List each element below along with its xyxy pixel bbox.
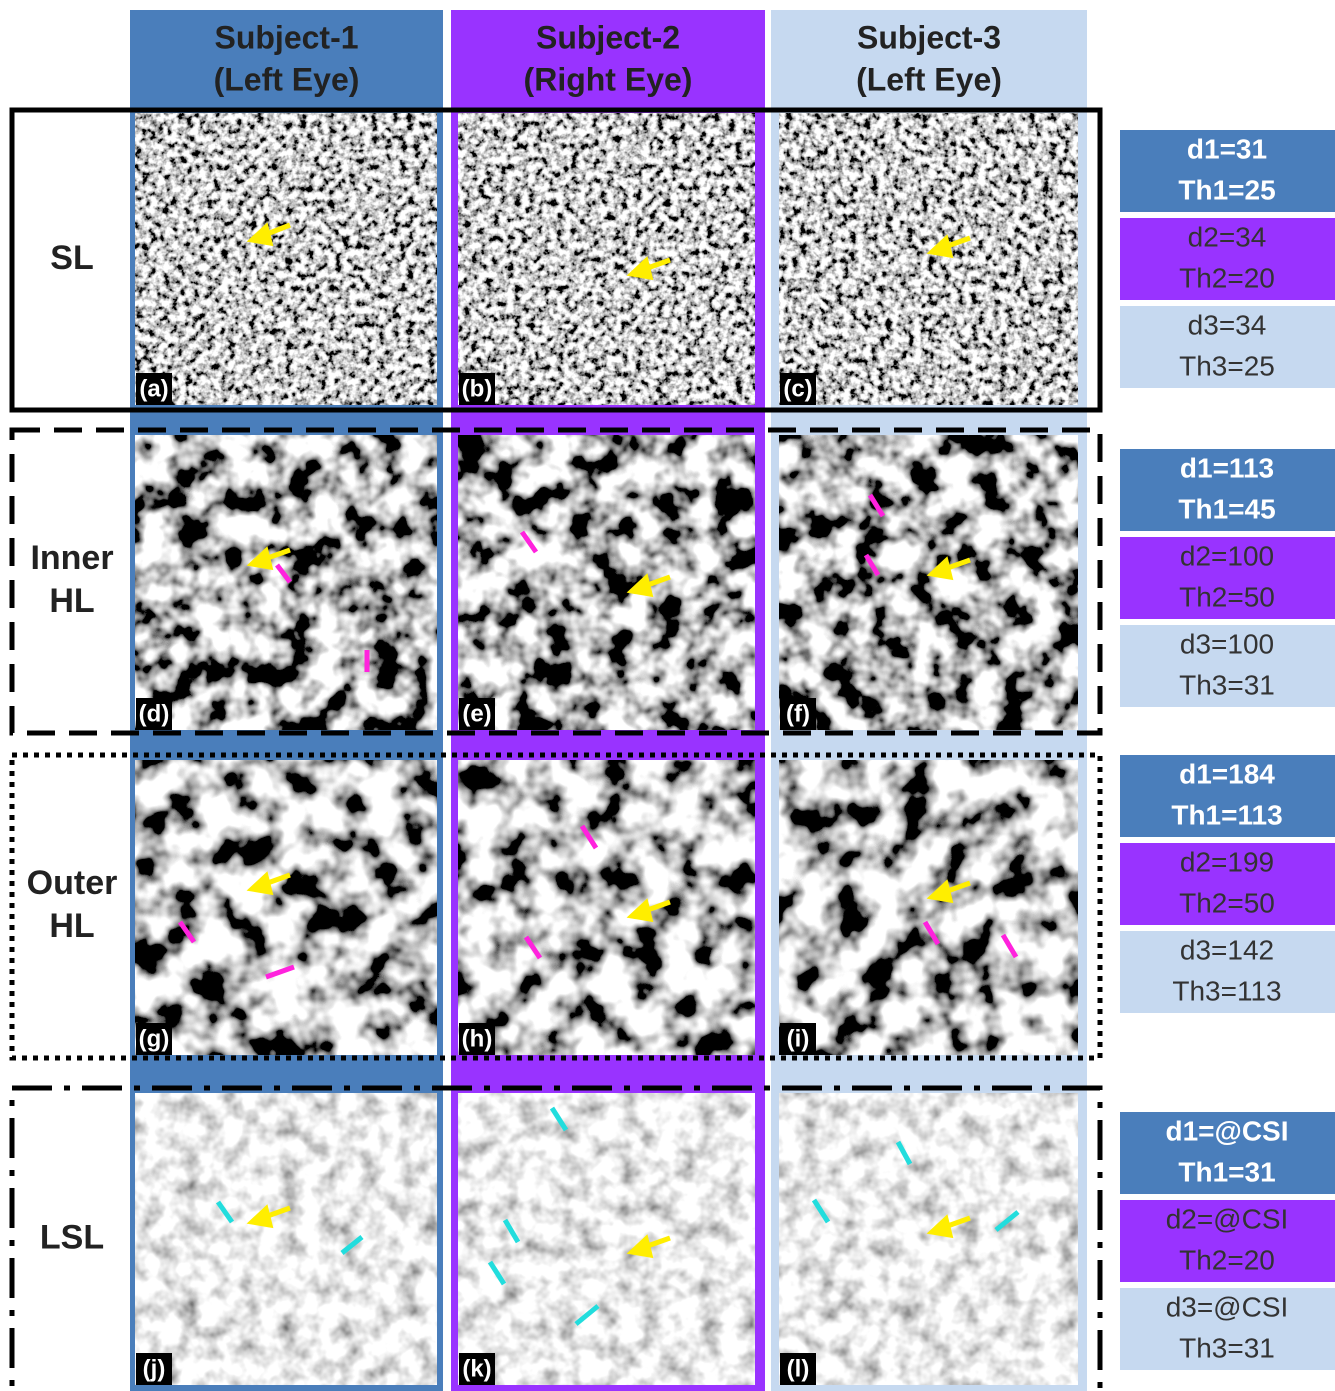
panel-label: (i) <box>787 1025 810 1052</box>
image-panel <box>135 760 437 1055</box>
param-text: Th2=50 <box>1179 887 1275 918</box>
row-label: HL <box>49 907 94 945</box>
panel-label: (c) <box>783 375 812 402</box>
param-text: d3=142 <box>1180 934 1274 965</box>
param-text: d1=113 <box>1180 452 1274 483</box>
param-text: d3=34 <box>1188 309 1267 340</box>
row-label: Inner <box>30 539 113 577</box>
param-text: d1=31 <box>1187 133 1267 164</box>
panel-label: (f) <box>786 700 810 727</box>
param-text: Th3=25 <box>1179 350 1275 381</box>
row-label: LSL <box>40 1218 104 1256</box>
panel-label: (d) <box>139 700 170 727</box>
panel-label: (j) <box>143 1355 166 1382</box>
panel-label: (a) <box>139 375 168 402</box>
row-label: SL <box>50 239 93 277</box>
image-panel <box>135 435 437 730</box>
image-panel <box>458 1093 755 1385</box>
param-text: Th1=113 <box>1171 799 1282 830</box>
column-title: Subject-2 <box>536 19 680 55</box>
param-text: Th2=20 <box>1179 262 1275 293</box>
param-text: Th3=31 <box>1179 669 1275 700</box>
column-subtitle: (Right Eye) <box>524 61 693 97</box>
image-panel <box>135 1093 437 1385</box>
figure: Subject-1 (Left Eye) Subject-2 (Right Eye) S… <box>0 0 1335 1391</box>
param-text: d2=@CSI <box>1166 1203 1289 1234</box>
param-text: Th3=31 <box>1179 1332 1275 1363</box>
param-text: Th1=31 <box>1178 1156 1275 1187</box>
panel-label: (g) <box>139 1025 170 1052</box>
column-subtitle: (Left Eye) <box>856 61 1002 97</box>
panel-label: (k) <box>462 1355 491 1382</box>
image-panel <box>779 1093 1078 1385</box>
param-text: d2=199 <box>1180 846 1274 877</box>
image-panel <box>779 435 1078 730</box>
param-text: d1=@CSI <box>1165 1115 1288 1146</box>
row-label: HL <box>49 582 94 620</box>
panel-label: (l) <box>787 1355 810 1382</box>
panel-label: (h) <box>462 1025 493 1052</box>
panel-label: (e) <box>462 700 491 727</box>
row-label: Outer <box>27 864 118 902</box>
column-title: Subject-3 <box>857 19 1001 55</box>
column-subtitle: (Left Eye) <box>214 61 360 97</box>
image-panel <box>779 760 1078 1055</box>
image-panel <box>779 113 1078 405</box>
param-text: d3=@CSI <box>1166 1291 1289 1322</box>
image-panel <box>458 435 755 730</box>
column-title: Subject-1 <box>214 19 358 55</box>
param-text: Th2=20 <box>1179 1244 1275 1275</box>
param-text: d2=34 <box>1188 221 1267 252</box>
param-text: Th2=50 <box>1179 581 1275 612</box>
panel-label: (b) <box>462 375 493 402</box>
param-text: Th1=25 <box>1178 174 1275 205</box>
param-text: Th1=45 <box>1178 493 1275 524</box>
param-text: d3=100 <box>1180 628 1274 659</box>
image-panel <box>458 113 755 405</box>
image-panel <box>458 760 755 1055</box>
param-text: d1=184 <box>1179 758 1275 789</box>
param-text: d2=100 <box>1180 540 1274 571</box>
param-text: Th3=113 <box>1172 975 1281 1006</box>
image-panel <box>135 113 437 405</box>
